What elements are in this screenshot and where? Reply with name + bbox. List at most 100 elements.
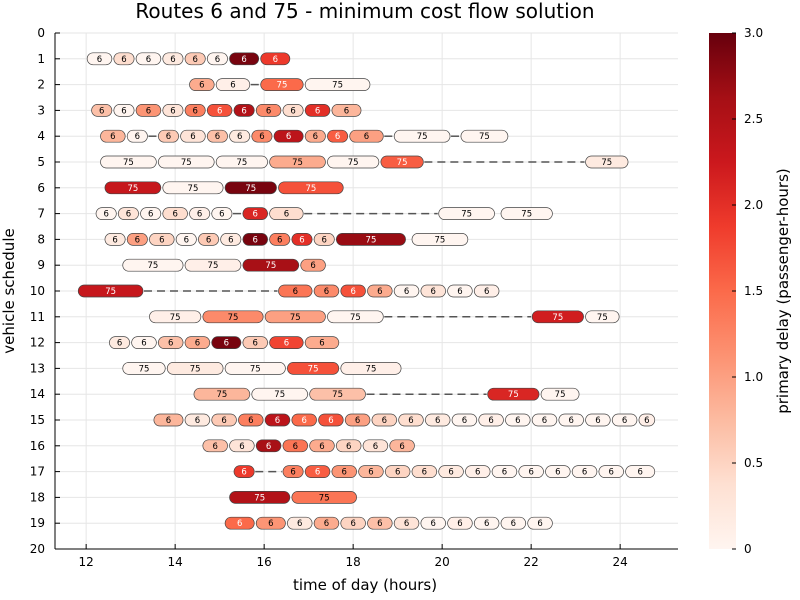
trip-label: 75: [461, 210, 472, 220]
y-tick-label: 12: [30, 336, 45, 350]
trip-bar: [625, 465, 656, 478]
trip-label: 6: [141, 339, 146, 349]
trip-label: 6: [404, 519, 409, 529]
trip-label: 75: [188, 184, 199, 194]
y-tick-label: 20: [30, 542, 45, 556]
trip-label: 6: [112, 235, 117, 245]
trip-bar: [318, 413, 344, 427]
trip-bar: [260, 78, 304, 91]
trip-label: 6: [319, 339, 324, 349]
trip-label: 6: [335, 132, 340, 142]
trip-bar: [269, 207, 304, 220]
trip-label: 6: [212, 442, 217, 452]
trip-bar: [371, 413, 398, 427]
trip-bar: [340, 362, 402, 375]
trip-bar: [473, 516, 500, 530]
trip-bar: [91, 104, 113, 117]
trip-bar: [251, 387, 309, 401]
trip-bar: [282, 465, 304, 478]
trip-bar: [260, 52, 291, 66]
trip-bar: [282, 439, 309, 453]
trip-label: 75: [250, 364, 261, 374]
trip-label: 6: [190, 132, 195, 142]
colorbar-tick-label: 0.5: [744, 456, 763, 470]
trip-bar: [158, 336, 184, 349]
trip-bar: [180, 129, 206, 143]
trip-label: 6: [237, 519, 242, 529]
trip-bar: [162, 207, 188, 220]
trip-bar: [309, 439, 335, 453]
trip-label: 6: [266, 106, 271, 116]
trip-bar: [184, 413, 211, 427]
trip-label: 6: [172, 210, 177, 220]
trip-bar: [269, 155, 326, 169]
trip-label: 6: [346, 442, 351, 452]
trip-bar: [500, 516, 527, 530]
trip-bar: [585, 155, 629, 169]
trip-label: 75: [350, 313, 361, 323]
trip-label: 6: [197, 210, 202, 220]
trip-bar: [166, 362, 224, 375]
trip-bar: [104, 233, 126, 246]
trip-label: 75: [123, 158, 134, 168]
trip-label: 6: [195, 416, 200, 426]
trip-label: 75: [127, 184, 138, 194]
trip-bar: [527, 516, 553, 530]
trip-label: 75: [254, 493, 265, 503]
y-tick-label: 14: [30, 387, 45, 401]
colorbar-gradient: [709, 33, 736, 549]
trip-label: 6: [344, 106, 349, 116]
trip-label: 6: [259, 132, 264, 142]
schedule-row: 75 75 75 75 75 75: [149, 310, 620, 324]
trip-label: 6: [170, 106, 175, 116]
trip-bar: [638, 413, 656, 427]
trip-bar: [126, 129, 148, 143]
trip-label: 6: [515, 416, 520, 426]
trip-label: 75: [190, 364, 201, 374]
trip-label: 6: [253, 235, 258, 245]
trip-label: 6: [166, 416, 171, 426]
schedule-row: 75 75 75 75 75 75 75: [100, 155, 629, 169]
y-tick-label: 10: [30, 284, 45, 298]
trip-bar: [198, 233, 219, 246]
y-tick-label: 15: [30, 413, 45, 427]
trip-bar: [447, 284, 473, 298]
colorbar-tick-label: 3.0: [744, 26, 763, 40]
schedule-row: 6 6 6 6 6 6 6 6 6 6 6: [91, 104, 362, 117]
trip-bar: [100, 155, 157, 169]
x-tick-label: 22: [524, 555, 539, 569]
trip-label: 6: [273, 55, 278, 65]
trip-label: 6: [299, 235, 304, 245]
trip-bar: [238, 413, 264, 427]
trip-bar: [291, 413, 317, 427]
y-tick-label: 8: [37, 232, 45, 246]
trip-bar: [336, 439, 362, 453]
trip-bar: [184, 336, 211, 349]
trip-label: 6: [319, 442, 324, 452]
trip-label: 75: [139, 364, 150, 374]
schedule-row: 75 75 75 75: [104, 181, 344, 195]
x-tick-label: 14: [168, 555, 183, 569]
colorbar-tick-label: 0: [744, 542, 752, 556]
x-tick-label: 18: [346, 555, 361, 569]
trip-label: 6: [148, 210, 153, 220]
trip-bar: [389, 439, 415, 453]
trip-bar: [438, 207, 495, 220]
trip-label: 75: [170, 313, 181, 323]
trip-label: 6: [484, 519, 489, 529]
trip-label: 6: [215, 55, 220, 65]
y-tick-label: 2: [37, 78, 45, 92]
trip-label: 75: [105, 287, 116, 297]
trip-label: 75: [265, 261, 276, 271]
trip-label: 6: [266, 442, 271, 452]
trip-label: 6: [286, 132, 291, 142]
trip-label: 75: [521, 210, 532, 220]
trip-label: 6: [484, 287, 489, 297]
trip-label: 75: [366, 235, 377, 245]
y-tick-label: 5: [37, 155, 45, 169]
trip-label: 6: [284, 210, 289, 220]
trip-label: 6: [644, 416, 649, 426]
colorbar-tick-label: 2.0: [744, 198, 763, 212]
trip-bar: [531, 413, 558, 427]
trip-bar: [269, 336, 304, 349]
